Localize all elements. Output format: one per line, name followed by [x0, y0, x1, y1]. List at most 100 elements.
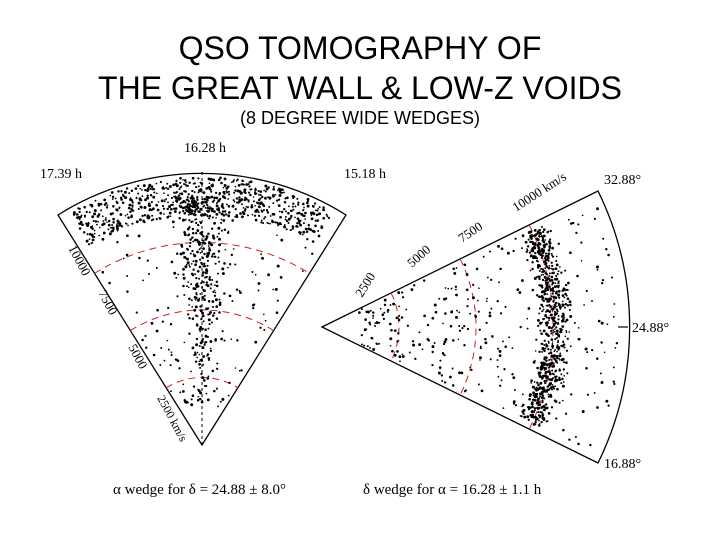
galaxy-point — [283, 223, 286, 226]
galaxy-point — [129, 210, 132, 214]
galaxy-point — [602, 237, 605, 240]
galaxy-point — [262, 313, 265, 316]
galaxy-point — [558, 401, 561, 404]
galaxy-point — [570, 393, 573, 396]
galaxy-point — [179, 252, 183, 256]
galaxy-point — [199, 293, 202, 295]
galaxy-point — [542, 299, 545, 302]
galaxy-point — [548, 300, 551, 303]
galaxy-point — [255, 192, 258, 195]
galaxy-point — [183, 294, 186, 296]
galaxy-point — [521, 410, 525, 413]
galaxy-point — [528, 393, 532, 397]
galaxy-point — [183, 179, 186, 182]
galaxy-point — [245, 206, 248, 208]
galaxy-point — [500, 379, 503, 382]
galaxy-point — [547, 259, 550, 262]
galaxy-point — [527, 307, 531, 310]
galaxy-point — [596, 268, 599, 271]
galaxy-point — [549, 287, 552, 290]
galaxy-point — [164, 199, 166, 201]
galaxy-point — [248, 181, 251, 184]
galaxy-point — [551, 264, 554, 267]
galaxy-point — [201, 376, 205, 380]
galaxy-point — [202, 235, 205, 238]
galaxy-point — [236, 339, 239, 342]
galaxy-point — [474, 315, 478, 318]
galaxy-point — [170, 207, 173, 211]
galaxy-point — [111, 195, 115, 199]
galaxy-point — [209, 349, 213, 352]
galaxy-point — [545, 389, 548, 392]
galaxy-point — [372, 317, 374, 319]
galaxy-point — [173, 210, 177, 213]
galaxy-point — [546, 309, 549, 313]
galaxy-point — [198, 265, 202, 269]
galaxy-point — [546, 304, 549, 307]
galaxy-point — [194, 305, 198, 309]
galaxy-point — [580, 241, 583, 244]
galaxy-point — [183, 233, 187, 237]
galaxy-point — [179, 176, 182, 180]
galaxy-point — [562, 361, 566, 364]
galaxy-point — [227, 198, 230, 200]
galaxy-point — [239, 291, 242, 294]
galaxy-point — [215, 280, 219, 284]
galaxy-point — [548, 264, 551, 267]
galaxy-point — [144, 198, 147, 202]
galaxy-point — [405, 308, 408, 311]
galaxy-point — [264, 319, 267, 322]
galaxy-point — [566, 372, 569, 375]
galaxy-point — [192, 240, 195, 243]
galaxy-point — [232, 180, 235, 183]
galaxy-point — [283, 201, 287, 204]
galaxy-point — [554, 385, 557, 388]
galaxy-point — [243, 188, 247, 192]
galaxy-point — [547, 341, 550, 344]
galaxy-point — [208, 217, 211, 220]
galaxy-point — [548, 304, 551, 307]
galaxy-point — [124, 214, 127, 217]
galaxy-point — [311, 240, 315, 243]
galaxy-point — [202, 281, 205, 284]
galaxy-point — [544, 371, 547, 375]
galaxy-point — [208, 248, 212, 252]
galaxy-point — [549, 305, 552, 309]
galaxy-point — [613, 382, 616, 386]
galaxy-point — [312, 230, 316, 233]
galaxy-point — [514, 404, 518, 407]
galaxy-point — [538, 234, 541, 238]
galaxy-point — [152, 195, 156, 199]
galaxy-point — [317, 208, 319, 210]
galaxy-point — [471, 296, 475, 300]
galaxy-point — [401, 353, 404, 356]
galaxy-point — [197, 242, 201, 246]
galaxy-point — [597, 319, 601, 323]
galaxy-point — [534, 359, 536, 362]
galaxy-point — [170, 351, 173, 354]
galaxy-point — [76, 216, 79, 220]
galaxy-point — [568, 438, 571, 441]
galaxy-point — [212, 290, 215, 294]
galaxy-point — [202, 191, 206, 195]
galaxy-point — [296, 217, 300, 221]
galaxy-point — [441, 380, 444, 382]
galaxy-point — [204, 334, 208, 338]
galaxy-point — [218, 260, 221, 263]
galaxy-point — [535, 237, 539, 241]
galaxy-point — [156, 208, 160, 212]
galaxy-point — [232, 199, 235, 202]
galaxy-point — [184, 400, 187, 404]
galaxy-point — [437, 371, 441, 375]
galaxy-point — [137, 234, 141, 238]
galaxy-point — [558, 303, 561, 307]
galaxy-point — [538, 270, 541, 272]
galaxy-point — [276, 222, 280, 226]
galaxy-point — [544, 281, 548, 285]
galaxy-point — [182, 267, 185, 271]
galaxy-point — [316, 219, 320, 222]
galaxy-point — [303, 206, 305, 209]
galaxy-point — [191, 189, 194, 193]
galaxy-point — [179, 192, 181, 195]
galaxy-point — [480, 389, 484, 393]
